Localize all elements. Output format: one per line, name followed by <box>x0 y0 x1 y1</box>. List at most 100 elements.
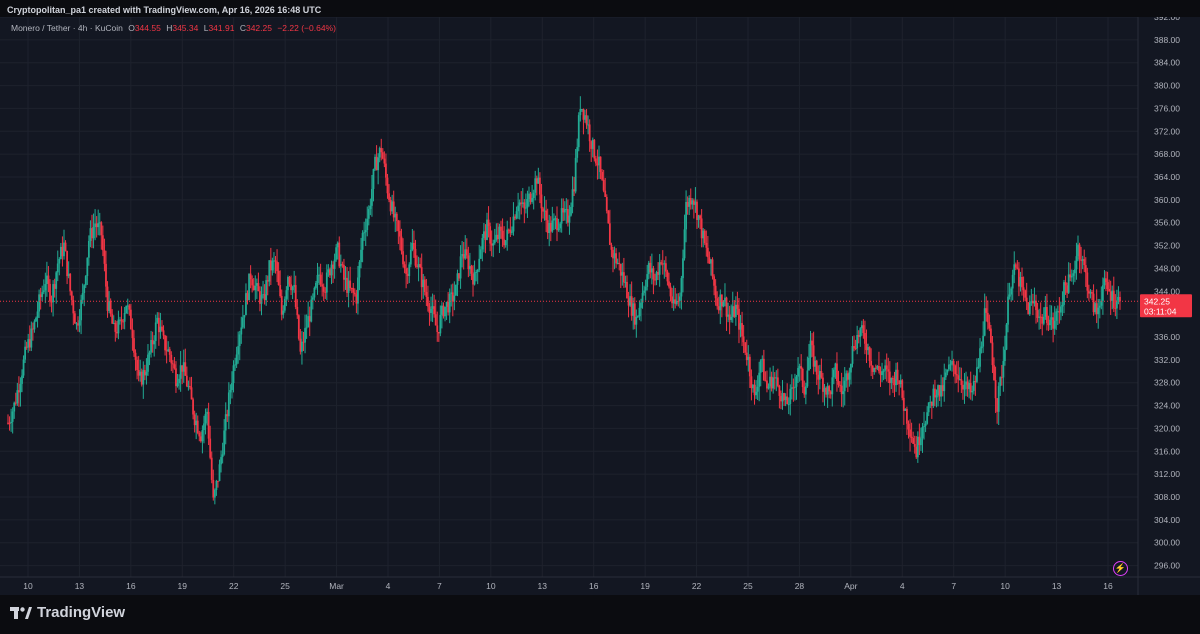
candle-body <box>403 264 406 269</box>
candlestick-chart[interactable]: 392.00 388.00 384.00 380.00 376.00 372.00 368.… <box>0 17 1200 595</box>
countdown-value: 03:11:04 <box>1144 306 1177 316</box>
candle-body <box>1010 288 1013 295</box>
candle-body <box>957 375 960 380</box>
candle-body <box>585 115 588 125</box>
candle-body <box>997 386 1000 412</box>
x-tick-label: 4 <box>386 581 391 591</box>
candle-body <box>839 384 841 386</box>
candle-body <box>28 339 31 348</box>
candle-body <box>509 229 512 233</box>
candle-body <box>497 234 499 240</box>
candle-body <box>733 306 736 317</box>
candle-body <box>977 366 980 368</box>
candle-body <box>291 286 294 291</box>
candle-body <box>797 367 799 377</box>
candle-body <box>1105 278 1107 283</box>
candle-body <box>727 314 729 317</box>
candle-body <box>310 299 313 322</box>
candle-body <box>756 386 759 392</box>
candle-body <box>1064 282 1067 286</box>
candle-body <box>962 385 964 390</box>
candle-body <box>119 319 121 321</box>
candle-body <box>458 273 460 279</box>
candle-body <box>948 364 950 370</box>
candle-body <box>759 360 762 373</box>
candle-body <box>346 277 348 293</box>
candle-body <box>217 480 219 482</box>
candle-body <box>53 284 56 289</box>
candle-body <box>605 196 608 211</box>
candle-body <box>290 284 292 291</box>
lightning-icon[interactable]: ⚡ <box>1113 561 1128 576</box>
candle-body <box>1000 377 1003 379</box>
candle-body <box>156 317 159 323</box>
candle-body <box>293 285 296 287</box>
candle-body <box>789 388 792 405</box>
candle-body <box>167 349 170 352</box>
y-tick-label: 332.00 <box>1154 355 1180 365</box>
candle-body <box>724 297 726 302</box>
candle-body <box>237 346 240 355</box>
candle-body <box>129 309 132 330</box>
candle-body <box>938 385 941 397</box>
candle-body <box>459 256 462 279</box>
tradingview-logo-icon <box>10 606 32 619</box>
candle-body <box>504 240 507 246</box>
candle-body <box>259 291 261 304</box>
y-tick-label: 300.00 <box>1154 538 1180 548</box>
candle-body <box>1087 290 1090 294</box>
candle-body <box>448 293 451 313</box>
candle-body <box>297 315 300 339</box>
candle-body <box>682 258 684 279</box>
candle-body <box>339 264 342 267</box>
candle-body <box>577 115 580 148</box>
candle-body <box>909 429 911 437</box>
candle-body <box>327 269 330 273</box>
candle-body <box>1094 303 1097 313</box>
candle-body <box>1032 301 1034 304</box>
candle-body <box>1081 259 1084 261</box>
candle-body <box>610 244 613 250</box>
candle-body <box>1053 320 1056 329</box>
candle-body <box>837 380 840 385</box>
candle-body <box>391 201 394 212</box>
candle-body <box>1027 302 1030 315</box>
y-tick-label: 316.00 <box>1154 446 1180 456</box>
y-tick-label: 324.00 <box>1154 401 1180 411</box>
candle-body <box>1025 297 1028 303</box>
candle-body <box>17 390 20 393</box>
candle-body <box>35 317 37 322</box>
candle-body <box>430 308 432 313</box>
candle-body <box>80 299 82 321</box>
candle-body <box>921 427 924 439</box>
candle-body <box>97 223 100 228</box>
tradingview-logo: TradingView <box>10 604 125 621</box>
candle-body <box>475 271 478 273</box>
candle-body <box>395 213 398 221</box>
candle-body <box>383 158 386 164</box>
symbol-name: Monero / Tether · 4h · KuCoin <box>11 23 123 33</box>
candle-body <box>960 379 963 386</box>
candle-body <box>341 264 344 266</box>
candle-body <box>109 300 112 314</box>
candle-body <box>741 323 743 337</box>
candle-body <box>773 377 776 379</box>
candle-body <box>848 372 851 380</box>
candle-body <box>598 156 600 166</box>
x-tick-label: 13 <box>538 581 548 591</box>
candle-body <box>878 366 880 372</box>
candle-body <box>207 411 210 439</box>
candle-body <box>1084 265 1087 273</box>
candle-body <box>178 378 180 384</box>
candle-body <box>870 360 873 366</box>
candle-body <box>893 379 896 386</box>
candle-body <box>87 240 90 258</box>
candle-body <box>1042 316 1045 324</box>
candle-body <box>209 438 212 458</box>
candle-body <box>335 247 338 260</box>
candle-body <box>566 209 569 223</box>
candle-body <box>924 423 927 427</box>
candle-body <box>856 335 859 349</box>
candle-body <box>899 380 902 385</box>
candle-body <box>669 286 672 297</box>
